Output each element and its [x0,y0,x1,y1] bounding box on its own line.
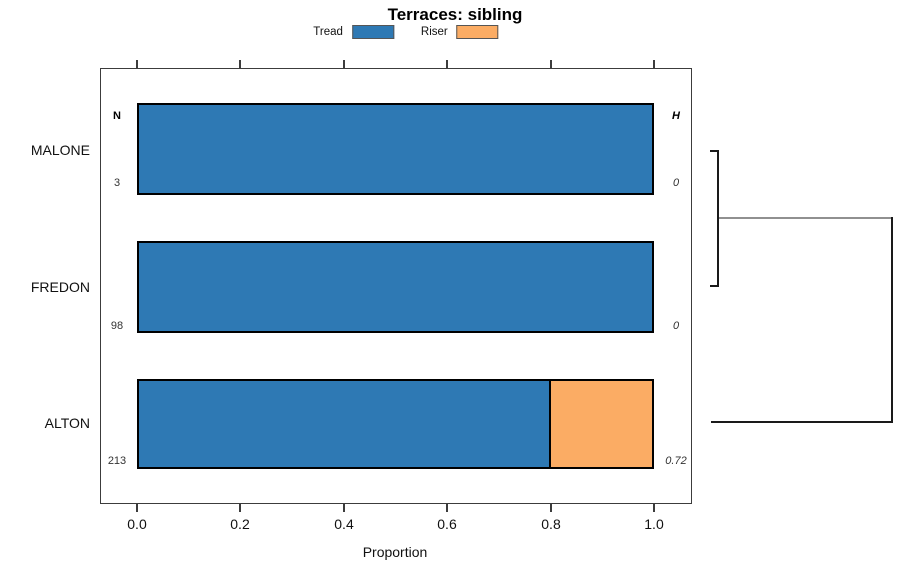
x-axis-bottom-tick-5 [653,504,655,512]
n-value-fredon: 98 [110,320,124,332]
n-value-malone: 3 [113,177,121,189]
x-axis-top-tick-3 [446,60,448,68]
n-column-header: N [113,110,121,122]
x-tick-label-4: 0.8 [541,516,561,532]
dendrogram-merge1-connector [719,217,893,219]
x-axis-top-tick-1 [239,60,241,68]
x-tick-label-2: 0.4 [334,516,354,532]
x-tick-label-0: 0.0 [127,516,147,532]
legend-label-tread: Tread [313,26,343,38]
h-value-alton: 0.72 [665,455,687,467]
x-axis-bottom-tick-0 [136,504,138,512]
h-value-malone: 0 [672,177,680,189]
bar-malone-tread-segment [139,105,652,193]
h-value-fredon: 0 [672,320,680,332]
dendrogram-leaf-tick-fredon [710,285,719,287]
x-axis-title: Proportion [362,544,428,560]
h-column-header: H [672,110,680,122]
x-axis-bottom-tick-2 [343,504,345,512]
x-axis-bottom-tick-3 [446,504,448,512]
n-value-alton: 213 [107,455,127,467]
x-tick-label-3: 0.6 [437,516,457,532]
legend: Tread Riser [313,25,499,39]
dendrogram-leaf-tick-malone [710,150,719,152]
dendrogram-leaf-branch-alton [711,421,893,423]
bar-fredon-tread-segment [139,243,652,331]
x-axis-bottom-tick-1 [239,504,241,512]
legend-item-tread: Tread [313,25,394,39]
bar-alton-tread-segment [139,381,550,467]
dendrogram-merge2-vertical [891,217,893,423]
legend-swatch-riser-icon [456,25,499,39]
x-axis-top-tick-5 [653,60,655,68]
bar-fredon [137,241,654,333]
bar-alton-riser-segment [549,381,652,467]
bar-malone [137,103,654,195]
bar-alton [137,379,654,469]
category-label-fredon: FREDON [30,279,90,295]
x-axis-top-tick-4 [550,60,552,68]
x-tick-label-1: 0.2 [230,516,250,532]
category-label-malone: MALONE [30,142,90,158]
legend-label-riser: Riser [420,26,448,38]
category-label-alton: ALTON [44,415,90,431]
legend-item-riser: Riser [421,25,499,39]
chart-title: Terraces: sibling [387,5,523,24]
legend-swatch-tread-icon [351,25,394,39]
x-tick-label-5: 1.0 [644,516,664,532]
dendrogram-merge1-vertical [717,150,719,287]
x-axis-top-tick-2 [343,60,345,68]
x-axis-bottom-tick-4 [550,504,552,512]
x-axis-top-tick-0 [136,60,138,68]
